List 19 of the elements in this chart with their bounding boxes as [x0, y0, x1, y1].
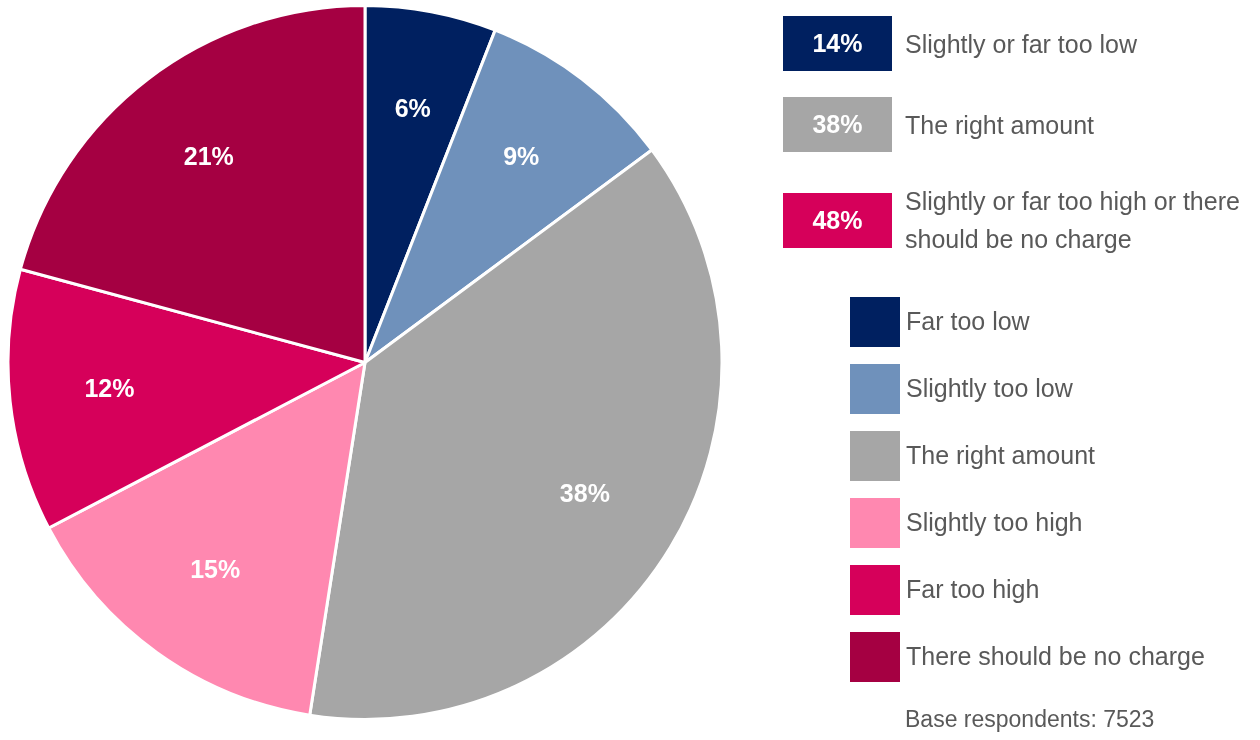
data-label: 38% [559, 479, 610, 508]
data-label: 9% [503, 142, 540, 171]
text: Base respondents: 7523 [905, 706, 1155, 733]
legend-label: Far too low [906, 307, 1030, 336]
legend-label: Slightly too low [906, 374, 1073, 403]
text: 38% [783, 97, 892, 152]
legend-label: Slightly too high [906, 508, 1083, 537]
text: 48% [783, 192, 892, 248]
data-label: 12% [84, 374, 135, 403]
data-label: 21% [183, 142, 234, 171]
text: Slightly or far too high or there should be no charge [905, 186, 1240, 255]
legend-label: There should be no charge [906, 642, 1205, 671]
legend-label: Far too high [906, 575, 1040, 604]
text: The right amount [905, 109, 1095, 141]
data-label: 15% [190, 555, 241, 584]
data-label: 6% [394, 93, 431, 122]
legend-label: The right amount [906, 441, 1095, 470]
text: Slightly or far too low [905, 28, 1139, 60]
text: 14% [783, 16, 892, 71]
